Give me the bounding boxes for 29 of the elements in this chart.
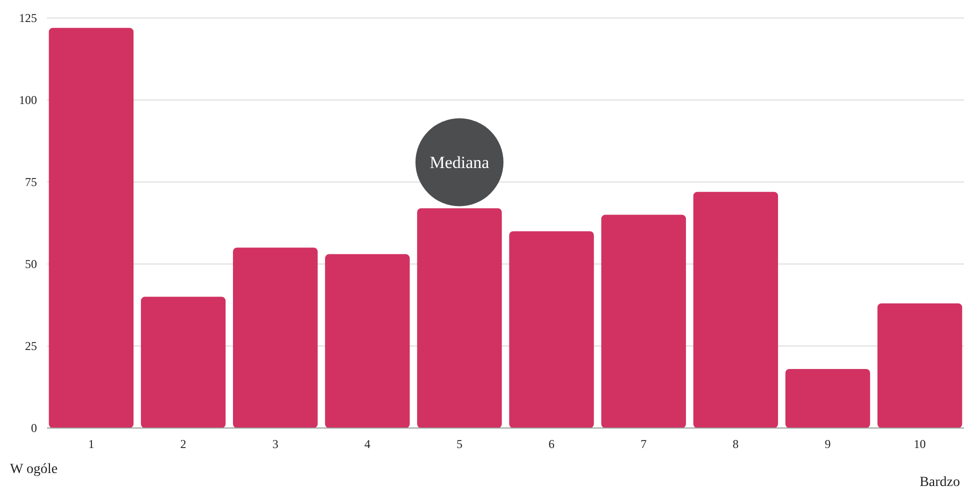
x-tick-label: 8: [732, 437, 739, 451]
text: Bardzo: [920, 475, 960, 488]
y-tick-label: 25: [25, 339, 37, 354]
x-tick-label: 5: [456, 437, 462, 451]
x-tick-label: 10: [914, 437, 926, 451]
bar: [785, 368, 870, 428]
y-tick-label: 0: [31, 421, 37, 436]
x-tick-label: 3: [272, 437, 278, 451]
x-tick-label: 7: [640, 437, 647, 451]
y-tick-label: 75: [25, 175, 37, 190]
bar: [417, 208, 502, 428]
x-tick-label: 1: [88, 437, 94, 451]
bar: [509, 231, 594, 428]
bar: [325, 254, 410, 428]
annotation: Mediana: [430, 153, 490, 172]
bar: [232, 248, 318, 428]
x-tick-label: 6: [548, 437, 555, 451]
x-tick-label: 2: [180, 437, 186, 451]
bar: [140, 296, 226, 428]
bar: [693, 192, 778, 428]
x-tick-label: 9: [824, 437, 831, 451]
y-tick-label: 125: [19, 11, 37, 26]
x-tick-label: 4: [364, 437, 370, 451]
bar: [48, 28, 134, 428]
y-tick-label: 50: [25, 257, 37, 272]
y-tick-label: 100: [19, 93, 37, 108]
bar: [877, 303, 962, 428]
text: W ogóle: [10, 462, 58, 477]
bar: [601, 214, 686, 428]
